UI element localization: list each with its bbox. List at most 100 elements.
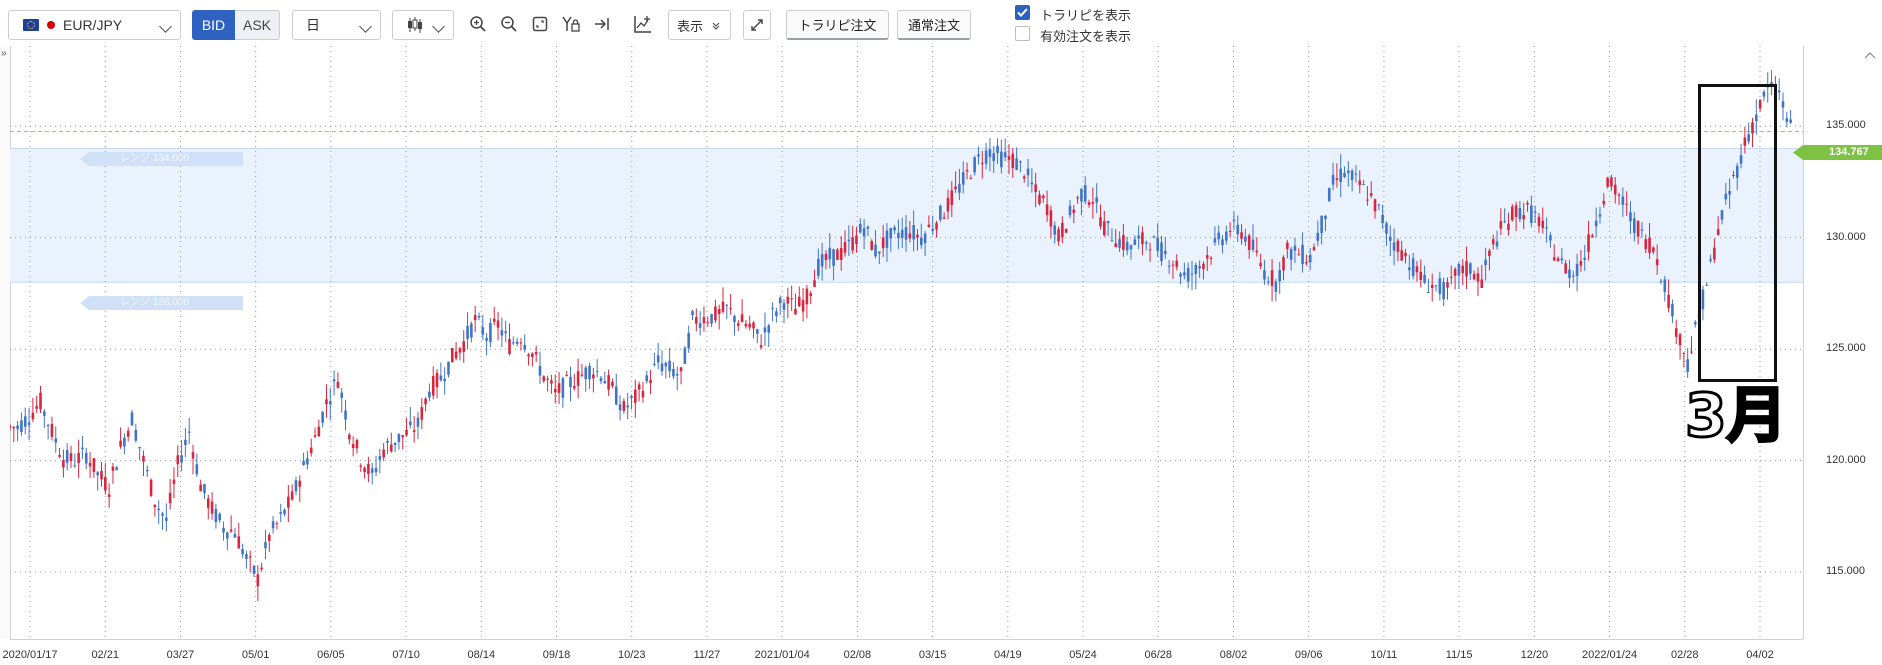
y-lock-icon[interactable] xyxy=(560,13,582,35)
candle-down xyxy=(443,378,446,382)
candle-up xyxy=(1103,221,1106,236)
candle-up xyxy=(1247,235,1251,250)
candle-up xyxy=(1480,279,1484,289)
candle-down xyxy=(1266,281,1270,283)
range-lower-label: レンジ 128.000 xyxy=(80,296,243,310)
candle-down xyxy=(1640,229,1644,231)
time-tick-label: 2022/01/24 xyxy=(1582,649,1638,661)
candle-up xyxy=(1396,240,1400,252)
candle-up xyxy=(1312,247,1316,251)
candle-up xyxy=(950,190,954,206)
candle-up xyxy=(702,317,706,324)
candle-down xyxy=(1777,90,1781,93)
zoom-out-icon[interactable] xyxy=(498,13,520,35)
candle-up xyxy=(969,177,973,179)
ask-button[interactable]: ASK xyxy=(235,10,280,40)
candle-down xyxy=(1327,188,1331,202)
candle-down xyxy=(1518,207,1522,220)
candle-up xyxy=(363,467,366,473)
candle-up xyxy=(298,480,302,487)
panel-toggle[interactable]: » xyxy=(0,46,11,639)
candle-up xyxy=(1114,243,1118,248)
indicator-icon[interactable] xyxy=(632,13,654,35)
fullscreen-button[interactable] xyxy=(743,10,771,40)
candle-down xyxy=(344,410,347,420)
candle-down xyxy=(1293,245,1297,251)
time-tick-label: 09/06 xyxy=(1294,649,1323,661)
candle-up xyxy=(527,354,530,357)
candle-down xyxy=(1423,274,1426,283)
candle-down xyxy=(1427,292,1430,294)
candle-down xyxy=(820,254,824,267)
candle-down xyxy=(428,391,431,398)
candle-up xyxy=(1476,273,1480,282)
candle-up xyxy=(1202,263,1205,270)
candle-up xyxy=(942,217,946,219)
time-tick-label: 02/08 xyxy=(843,649,872,661)
bid-button[interactable]: BID xyxy=(192,10,235,40)
candle-down xyxy=(645,375,649,382)
normal-order-button[interactable]: 通常注文 xyxy=(897,10,971,40)
candle-up xyxy=(1049,210,1053,227)
candle-up xyxy=(1175,260,1179,267)
candle-up xyxy=(1148,249,1152,251)
time-tick-label: 2021/01/04 xyxy=(754,649,810,661)
zoom-in-icon[interactable] xyxy=(467,13,489,35)
candle-down xyxy=(675,373,679,376)
candle-up xyxy=(1270,270,1274,287)
candle-down xyxy=(683,347,687,364)
chart-type-select[interactable] xyxy=(392,10,454,40)
candle-down xyxy=(1663,279,1667,292)
candle-down xyxy=(1019,161,1022,163)
candle-up xyxy=(496,320,500,328)
candle-down xyxy=(668,360,671,372)
candle-down xyxy=(161,513,164,516)
candle-down xyxy=(1083,185,1087,202)
candle-up xyxy=(809,293,813,297)
tralipi-order-button[interactable]: トラリピ注文 xyxy=(786,10,889,40)
candle-down xyxy=(1629,212,1632,222)
timeframe-select[interactable]: 日 xyxy=(292,10,381,40)
show-tralipi-checkbox[interactable] xyxy=(1015,5,1030,20)
candle-up xyxy=(1591,235,1594,238)
candle-down xyxy=(84,452,88,464)
candle-up xyxy=(1072,209,1076,214)
scroll-up-icon xyxy=(1864,52,1876,59)
candle-down xyxy=(977,154,980,157)
candle-down xyxy=(538,365,542,376)
candle-down xyxy=(504,331,507,334)
time-axis[interactable] xyxy=(10,639,1803,665)
price-axis[interactable] xyxy=(1803,46,1882,639)
symbol-select[interactable]: EUR/JPY xyxy=(8,10,181,40)
candle-down xyxy=(485,338,488,341)
candle-up xyxy=(1091,202,1095,204)
candle-up xyxy=(721,301,725,312)
candle-down xyxy=(1213,238,1217,243)
candle-up xyxy=(1552,257,1556,261)
current-price-tag: 134.767 xyxy=(1793,145,1882,160)
candle-down xyxy=(466,326,469,340)
show-active-orders-checkbox[interactable] xyxy=(1015,26,1030,41)
candle-down xyxy=(569,376,572,388)
candlestick-chart[interactable] xyxy=(10,46,1803,639)
candle-down xyxy=(1144,242,1148,244)
candle-down xyxy=(595,371,599,373)
candle-down xyxy=(923,233,927,244)
candle-up xyxy=(1419,271,1423,280)
candle-up xyxy=(1678,334,1682,346)
display-menu-button[interactable]: 表示 xyxy=(668,10,731,40)
fit-screen-icon[interactable] xyxy=(529,13,551,35)
candle-up xyxy=(210,501,214,514)
scroll-to-end-icon[interactable] xyxy=(591,13,613,35)
candle-up xyxy=(431,376,435,396)
fullscreen-icon xyxy=(751,19,763,31)
time-tick-label: 06/05 xyxy=(317,649,345,661)
candle-down xyxy=(1781,101,1785,108)
candle-up xyxy=(88,462,92,467)
candle-down xyxy=(1320,215,1323,234)
candle-down xyxy=(481,327,485,335)
candle-up xyxy=(1499,221,1503,229)
candle-up xyxy=(1461,265,1465,274)
candle-down xyxy=(1190,273,1194,275)
candle-down xyxy=(973,157,976,173)
